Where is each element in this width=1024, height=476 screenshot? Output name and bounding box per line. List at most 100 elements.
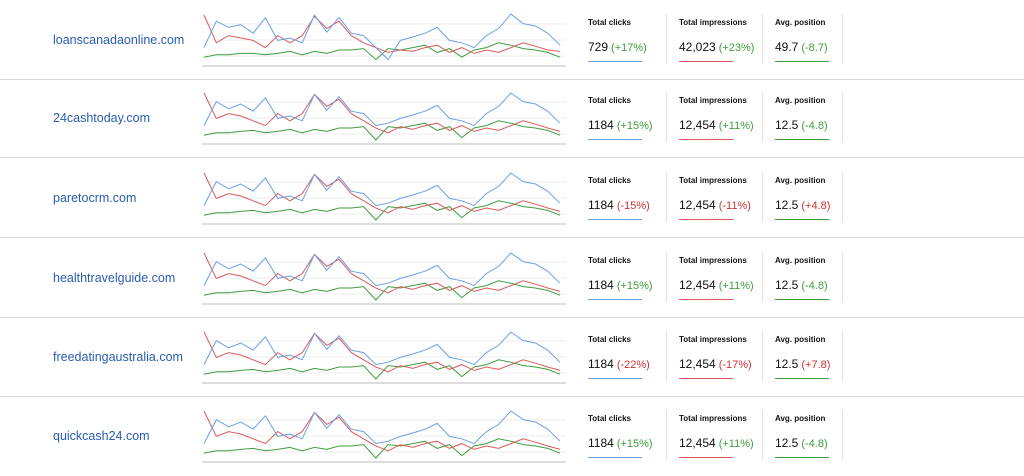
sparkline-chart bbox=[202, 172, 566, 225]
impressions-sparkline bbox=[203, 172, 561, 214]
impressions-value: 12,454 bbox=[679, 436, 716, 450]
position-value-line: 49.7 (-8.7) bbox=[775, 40, 828, 54]
clicks-value: 1184 bbox=[588, 118, 614, 132]
clicks-color-bar bbox=[588, 299, 642, 300]
position-value-line: 12.5 (-4.8) bbox=[775, 118, 828, 132]
impressions-value: 12,454 bbox=[679, 198, 716, 212]
position-sparkline bbox=[203, 438, 561, 459]
position-label: Avg. position bbox=[775, 18, 826, 27]
position-change: (-4.8) bbox=[801, 438, 828, 450]
position-change: (-4.8) bbox=[801, 280, 828, 292]
impressions-color-bar bbox=[679, 219, 733, 220]
metric-divider bbox=[762, 14, 763, 64]
clicks-color-bar bbox=[588, 457, 642, 458]
position-sparkline bbox=[203, 280, 561, 301]
impressions-label: Total impressions bbox=[679, 335, 747, 344]
site-row: paretocrm.com Total clicks 1184 (-15%) Total… bbox=[0, 158, 1024, 238]
impressions-change: (+11%) bbox=[718, 438, 754, 450]
position-color-bar bbox=[775, 61, 829, 62]
clicks-value: 1184 bbox=[588, 198, 614, 212]
site-link[interactable]: 24cashtoday.com bbox=[53, 111, 151, 125]
metric-divider bbox=[666, 92, 667, 142]
impressions-label: Total impressions bbox=[679, 176, 747, 185]
position-sparkline bbox=[203, 120, 561, 141]
impressions-value: 42,023 bbox=[679, 40, 716, 54]
metric-divider bbox=[842, 14, 843, 64]
position-label: Avg. position bbox=[775, 335, 826, 344]
impressions-value: 12,454 bbox=[679, 357, 716, 371]
clicks-value-line: 1184 (+15%) bbox=[588, 278, 653, 292]
clicks-label: Total clicks bbox=[588, 18, 631, 27]
clicks-value-line: 729 (+17%) bbox=[588, 40, 647, 54]
impressions-sparkline bbox=[203, 410, 561, 452]
impressions-color-bar bbox=[679, 299, 733, 300]
site-link[interactable]: freedatingaustralia.com bbox=[53, 350, 183, 364]
position-color-bar bbox=[775, 457, 829, 458]
position-label: Avg. position bbox=[775, 176, 826, 185]
impressions-label: Total impressions bbox=[679, 18, 747, 27]
metric-divider bbox=[666, 252, 667, 302]
clicks-sparkline bbox=[203, 92, 561, 127]
site-row: healthtravelguide.com Total clicks 1184 (+1… bbox=[0, 238, 1024, 318]
clicks-value: 1184 bbox=[588, 357, 614, 371]
sparkline-chart bbox=[202, 92, 566, 145]
clicks-label: Total clicks bbox=[588, 335, 631, 344]
clicks-label: Total clicks bbox=[588, 176, 631, 185]
metric-divider bbox=[762, 92, 763, 142]
site-link[interactable]: quickcash24.com bbox=[53, 429, 150, 443]
clicks-label: Total clicks bbox=[588, 256, 631, 265]
metric-divider bbox=[762, 172, 763, 222]
clicks-change: (-15%) bbox=[616, 200, 650, 212]
impressions-color-bar bbox=[679, 457, 733, 458]
clicks-sparkline bbox=[203, 252, 561, 287]
metric-divider bbox=[666, 410, 667, 460]
site-row: 24cashtoday.com Total clicks 1184 (+15%) Tot… bbox=[0, 78, 1024, 158]
impressions-sparkline bbox=[203, 331, 561, 373]
clicks-value: 1184 bbox=[588, 436, 614, 450]
impressions-change: (+23%) bbox=[718, 42, 755, 54]
position-value-line: 12.5 (-4.8) bbox=[775, 278, 828, 292]
clicks-label: Total clicks bbox=[588, 414, 631, 423]
position-value: 12.5 bbox=[775, 118, 799, 132]
clicks-sparkline bbox=[203, 172, 561, 207]
impressions-label: Total impressions bbox=[679, 96, 747, 105]
position-value: 12.5 bbox=[775, 436, 799, 450]
impressions-sparkline bbox=[203, 252, 561, 294]
position-sparkline bbox=[203, 42, 561, 61]
clicks-change: (+15%) bbox=[616, 120, 653, 132]
position-value: 49.7 bbox=[775, 40, 799, 54]
impressions-value: 12,454 bbox=[679, 278, 716, 292]
clicks-value: 729 bbox=[588, 40, 609, 54]
site-link[interactable]: paretocrm.com bbox=[53, 191, 137, 205]
metric-divider bbox=[762, 331, 763, 381]
metric-divider bbox=[842, 252, 843, 302]
position-value-line: 12.5 (+4.8) bbox=[775, 198, 830, 212]
impressions-value-line: 12,454 (-11%) bbox=[679, 198, 751, 212]
position-label: Avg. position bbox=[775, 256, 826, 265]
metric-divider bbox=[666, 331, 667, 381]
impressions-value-line: 12,454 (+11%) bbox=[679, 436, 754, 450]
site-row: loanscanadaonline.com Total clicks 729 (+17… bbox=[0, 0, 1024, 80]
position-value: 12.5 bbox=[775, 278, 799, 292]
impressions-sparkline bbox=[203, 92, 561, 134]
impressions-change: (+11%) bbox=[718, 120, 754, 132]
clicks-label: Total clicks bbox=[588, 96, 631, 105]
metric-divider bbox=[762, 252, 763, 302]
impressions-change: (-17%) bbox=[718, 359, 752, 371]
position-change: (-4.8) bbox=[801, 120, 828, 132]
position-color-bar bbox=[775, 219, 829, 220]
impressions-color-bar bbox=[679, 61, 733, 62]
position-label: Avg. position bbox=[775, 96, 826, 105]
clicks-color-bar bbox=[588, 378, 642, 379]
position-value-line: 12.5 (+7.8) bbox=[775, 357, 830, 371]
clicks-value-line: 1184 (+15%) bbox=[588, 118, 653, 132]
impressions-color-bar bbox=[679, 378, 733, 379]
position-label: Avg. position bbox=[775, 414, 826, 423]
impressions-change: (-11%) bbox=[718, 200, 751, 212]
clicks-sparkline bbox=[203, 13, 561, 61]
site-row: freedatingaustralia.com Total clicks 1184 (… bbox=[0, 317, 1024, 397]
clicks-value: 1184 bbox=[588, 278, 614, 292]
site-link[interactable]: loanscanadaonline.com bbox=[53, 33, 185, 47]
sparkline-chart bbox=[202, 410, 566, 463]
site-link[interactable]: healthtravelguide.com bbox=[53, 271, 176, 285]
